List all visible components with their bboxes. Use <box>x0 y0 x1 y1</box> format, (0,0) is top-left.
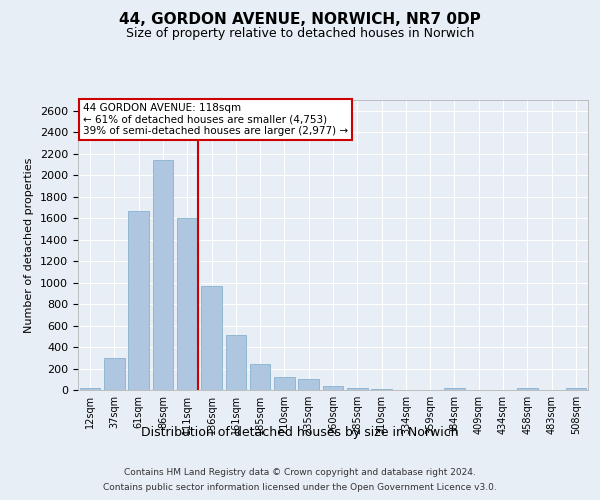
Bar <box>250 364 271 390</box>
Bar <box>444 388 465 390</box>
Bar <box>298 380 319 390</box>
Bar <box>80 388 100 390</box>
Bar <box>177 218 197 390</box>
Text: Size of property relative to detached houses in Norwich: Size of property relative to detached ho… <box>126 28 474 40</box>
Bar <box>517 388 538 390</box>
Bar <box>152 160 173 390</box>
Text: 44, GORDON AVENUE, NORWICH, NR7 0DP: 44, GORDON AVENUE, NORWICH, NR7 0DP <box>119 12 481 28</box>
Bar <box>347 388 368 390</box>
Bar <box>128 210 149 390</box>
Text: Contains HM Land Registry data © Crown copyright and database right 2024.: Contains HM Land Registry data © Crown c… <box>124 468 476 477</box>
Bar <box>104 358 125 390</box>
Bar <box>566 388 586 390</box>
Bar <box>226 335 246 390</box>
Text: Distribution of detached houses by size in Norwich: Distribution of detached houses by size … <box>141 426 459 439</box>
Text: 44 GORDON AVENUE: 118sqm
← 61% of detached houses are smaller (4,753)
39% of sem: 44 GORDON AVENUE: 118sqm ← 61% of detach… <box>83 103 348 136</box>
Bar <box>274 377 295 390</box>
Bar <box>323 386 343 390</box>
Y-axis label: Number of detached properties: Number of detached properties <box>25 158 34 332</box>
Text: Contains public sector information licensed under the Open Government Licence v3: Contains public sector information licen… <box>103 483 497 492</box>
Bar <box>201 286 222 390</box>
